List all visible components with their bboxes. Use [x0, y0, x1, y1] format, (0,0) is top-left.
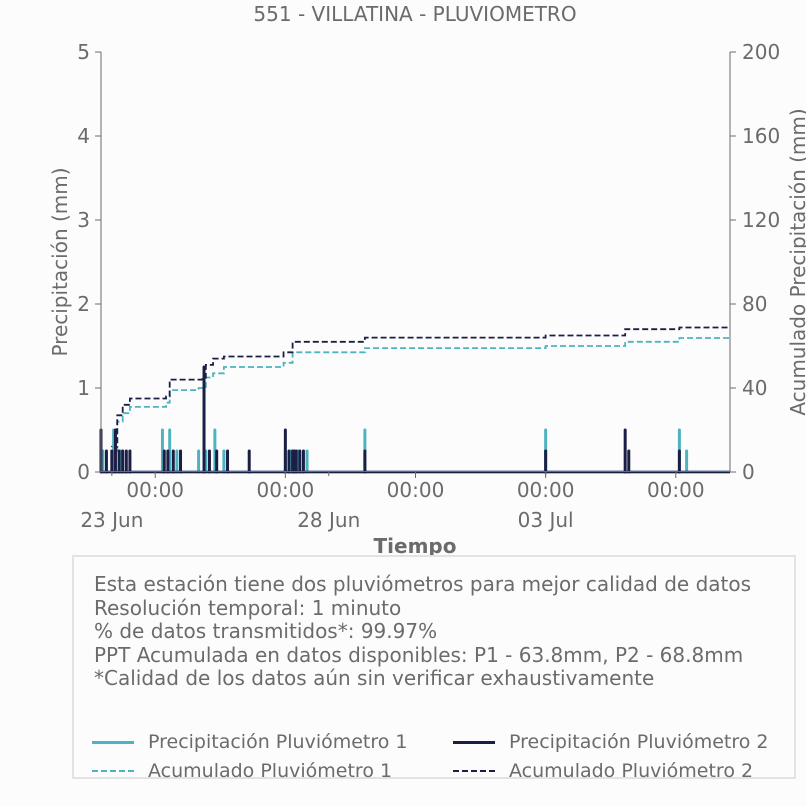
x-date-label: 23 Jun [80, 508, 143, 532]
x-tick-label: 00:00 [257, 478, 315, 502]
info-line: Esta estación tiene dos pluviómetros par… [94, 572, 752, 596]
y2-tick-label: 200 [742, 40, 780, 64]
legend-swatch-dashed [453, 770, 495, 772]
x-tick-label: 00:00 [517, 478, 575, 502]
x-date-label: 03 Jul [518, 508, 574, 532]
cumulative-line-1 [101, 337, 730, 473]
legend-item-acum-p2: Acumulado Pluviómetro 2 [453, 760, 753, 782]
x-axis-label: Tiempo [374, 534, 457, 558]
y-tick-label: 2 [77, 292, 90, 316]
y-tick-label: 5 [77, 40, 90, 64]
rainfall-chart: 551 - VILLATINA - PLUVIOMETRO 0 1 2 3 4 5 0 40 8… [48, 2, 806, 558]
chart-title: 551 - VILLATINA - PLUVIOMETRO [253, 2, 576, 26]
y-tick-label: 0 [77, 460, 90, 484]
legend-item-precip-p2: Precipitación Pluviómetro 2 [453, 731, 769, 753]
x-tick-label: 00:00 [647, 478, 705, 502]
legend-item-acum-p1: Acumulado Pluviómetro 1 [92, 760, 392, 782]
info-line: PPT Acumulada en datos disponibles: P1 -… [94, 642, 744, 667]
y-axis-label: Precipitación (mm) [48, 167, 72, 356]
legend-label: Acumulado Pluviómetro 2 [509, 760, 754, 782]
legend-swatch-dashed [92, 770, 134, 772]
legend-label: Precipitación Pluviómetro 1 [148, 731, 408, 753]
y2-tick-label: 0 [742, 460, 755, 484]
x-tick-label: 00:00 [387, 478, 445, 502]
y2-tick-label: 160 [742, 124, 780, 148]
y2-tick-label: 120 [742, 208, 780, 232]
info-line: *Calidad de los datos aún sin verificar … [94, 666, 655, 690]
legend-label: Precipitación Pluviómetro 2 [509, 731, 769, 753]
legend-item-precip-p1: Precipitación Pluviómetro 1 [92, 731, 408, 753]
y-tick-label: 1 [77, 376, 90, 400]
info-box: Esta estación tiene dos pluviómetros par… [72, 555, 796, 782]
axis-ticks: 0 1 2 3 4 5 0 40 80 120 160 200 00:00 00:00 00:00 00:00… [77, 40, 780, 532]
y-tick-label: 3 [77, 208, 90, 232]
legend-swatch-solid [453, 740, 495, 744]
x-tick-label: 00:00 [126, 478, 184, 502]
info-text: Esta estación tiene dos pluviómetros par… [94, 572, 752, 691]
legend-swatch-solid [92, 740, 134, 744]
info-line: % de datos transmitidos*: 99.97% [94, 619, 438, 643]
x-date-label: 28 Jun [297, 508, 360, 532]
y2-tick-label: 80 [742, 292, 767, 316]
y2-axis-label: Acumulado Precipitación (mm) [786, 108, 806, 415]
y2-tick-label: 40 [742, 376, 767, 400]
legend-label: Acumulado Pluviómetro 1 [148, 760, 393, 782]
cumulative-line-2 [101, 326, 730, 473]
y-tick-label: 4 [77, 124, 90, 148]
info-line: Resolución temporal: 1 minuto [94, 595, 402, 620]
plot-series [99, 326, 730, 474]
